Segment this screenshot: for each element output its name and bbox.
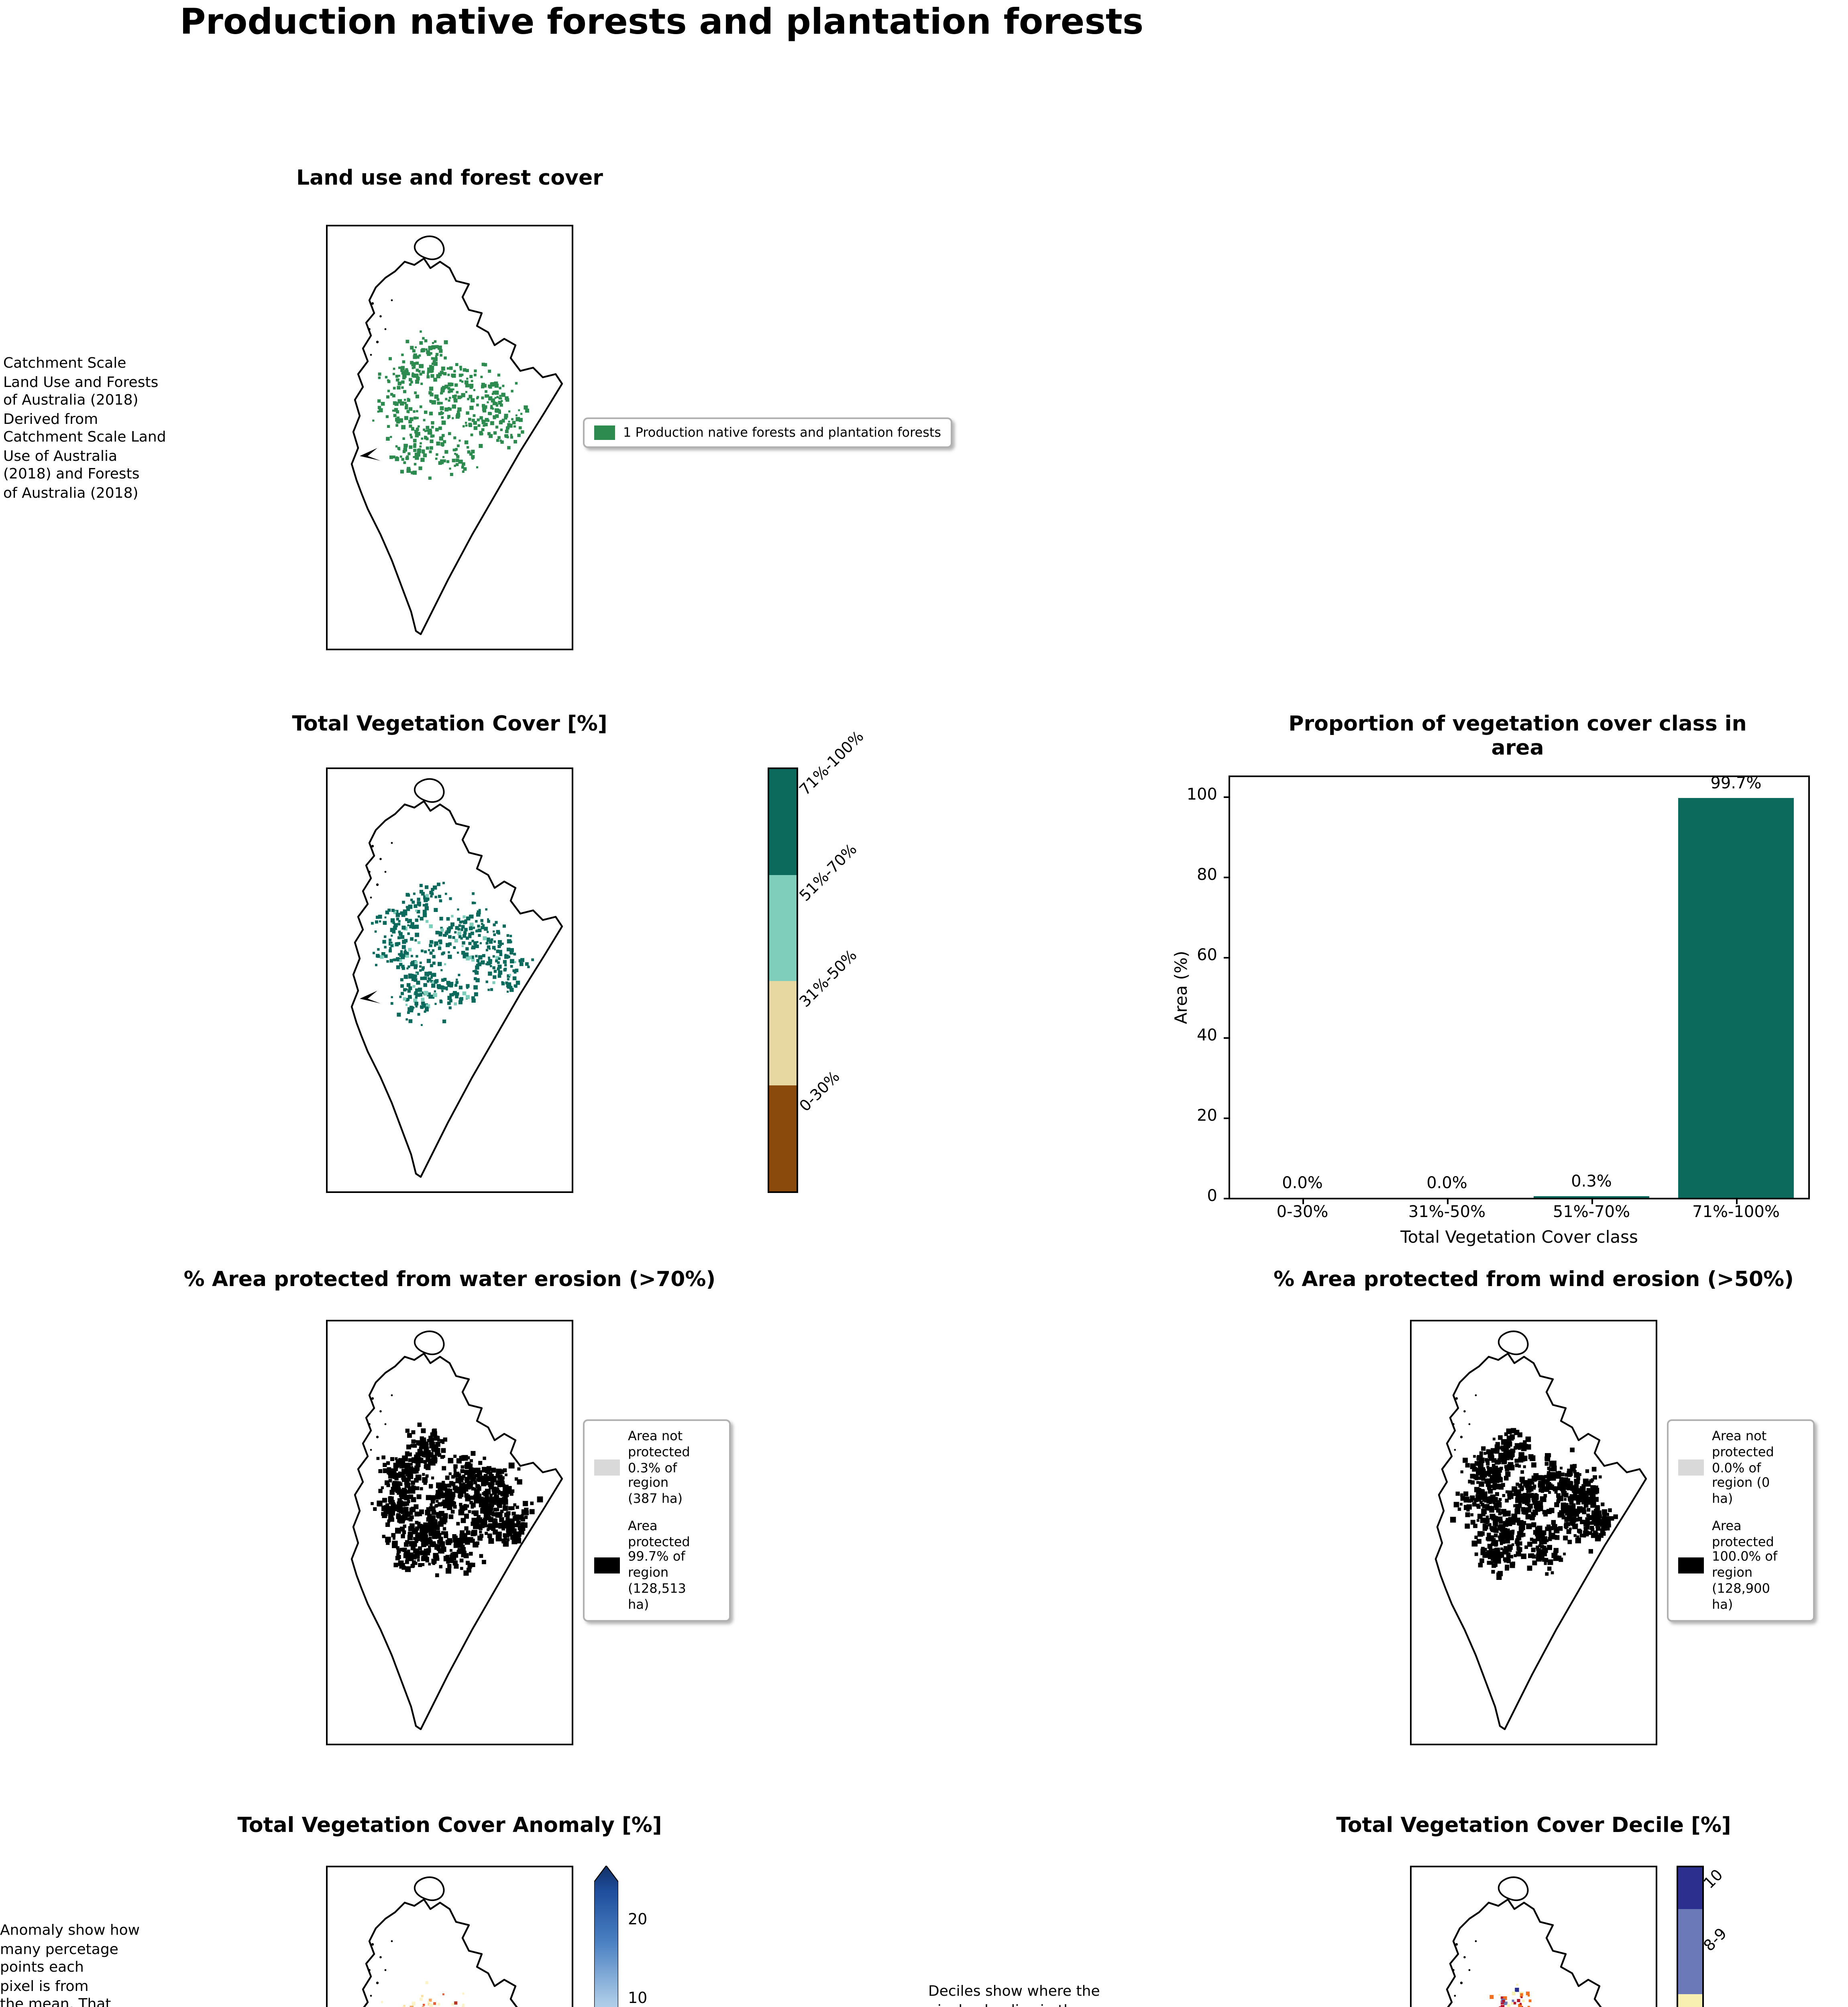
x-tick-label: 71%-100%	[1664, 1198, 1808, 1222]
y-tick-label: 60	[1166, 948, 1229, 965]
page-title: Production native forests and plantation…	[180, 3, 1144, 43]
y-tick-label: 100	[1166, 788, 1229, 805]
protected-swatch	[594, 1557, 620, 1573]
veg-cover-bar-chart: Area (%) Total Vegetation Cover class 0 …	[1172, 776, 1810, 1248]
land-use-legend-swatch	[594, 425, 615, 440]
not-protected-label: Area not protected 0.0% of region (0 ha)	[1712, 1429, 1774, 1506]
panel-title-land-use: Land use and forest cover	[296, 167, 603, 191]
protected-label: Area protected 100.0% of region (128,900…	[1712, 1518, 1778, 1611]
bar-value-label: 0.3%	[1571, 1174, 1612, 1192]
legend-entry: Area not protected 0.3% of region (387 h…	[594, 1429, 719, 1507]
veg-cover-patches	[371, 881, 534, 1026]
veg-colorbar-label: 51%-70%	[797, 841, 861, 906]
bar-slot: 0.0% 0-30%	[1230, 777, 1375, 1222]
bar-slot: 99.7% 71%-100%	[1664, 776, 1808, 1222]
water-erosion-legend: Area not protected 0.3% of region (387 h…	[583, 1419, 731, 1622]
decile-seg-10	[1678, 1867, 1702, 1910]
decile-seg-8-9	[1678, 1909, 1702, 1994]
bar-value-label: 0.0%	[1282, 1175, 1323, 1193]
legend-entry: Area not protected 0.0% of region (0 ha)	[1678, 1429, 1803, 1507]
not-protected-swatch	[594, 1460, 620, 1476]
anomaly-tick-label: 20	[628, 1911, 648, 1929]
anomaly-explainer-note: Anomaly show how many percetage points e…	[0, 1924, 140, 2007]
legend-entry: Area protected 100.0% of region (128,900…	[1678, 1518, 1803, 1612]
veg-colorbar-label: 0-30%	[797, 1068, 844, 1116]
bar-slot: 0.0% 31%-50%	[1375, 777, 1519, 1222]
bar	[1534, 1197, 1649, 1198]
wind-erosion-map-canvas	[1412, 1321, 1656, 1744]
veg-colorbar-seg-71-100	[769, 769, 797, 875]
decile-patches	[1489, 1984, 1532, 2007]
x-tick-label: 31%-50%	[1375, 1198, 1519, 1222]
panel-title-decile: Total Vegetation Cover Decile [%]	[1336, 1814, 1731, 1838]
land-use-source-note: Catchment Scale Land Use and Forests of …	[3, 356, 166, 502]
anomaly-map-canvas	[328, 1867, 572, 2007]
veg-cover-map-canvas	[328, 769, 572, 1191]
map-decile	[1410, 1866, 1657, 2007]
map-veg-cover	[326, 767, 573, 1193]
veg-colorbar-label: 71%-100%	[797, 728, 868, 800]
anomaly-colorbar-ticks: 20 10 0 −10 −20	[628, 1882, 676, 2007]
y-tick-label: 0	[1166, 1188, 1229, 1206]
bar	[1678, 798, 1794, 1198]
bar-chart-xlabel: Total Vegetation Cover class	[1400, 1228, 1638, 1248]
decile-seg-4-7	[1678, 1994, 1702, 2007]
decile-colorbar	[1677, 1866, 1704, 2007]
decile-map-canvas	[1412, 1867, 1656, 2007]
land-use-legend-label: 1 Production native forests and plantati…	[623, 425, 941, 439]
x-tick-label: 0-30%	[1230, 1198, 1375, 1222]
decile-label: 8-9	[1701, 1925, 1731, 1956]
panel-title-water-erosion: % Area protected from water erosion (>70…	[183, 1268, 716, 1293]
anomaly-colorbar	[594, 1866, 618, 2007]
decile-explainer-note: Deciles show where the pixel value lies …	[928, 1985, 1100, 2007]
veg-cover-colorbar-labels: 71%-100% 51%-70% 31%-50% 0-30%	[797, 728, 899, 1190]
veg-colorbar-seg-51-70	[769, 875, 797, 980]
map-wind-erosion	[1410, 1320, 1657, 1745]
veg-cover-colorbar	[768, 767, 798, 1193]
veg-colorbar-seg-0-30	[769, 1086, 797, 1191]
anomaly-tick-label: 10	[628, 1990, 648, 2007]
wind-erosion-patches	[1450, 1428, 1618, 1580]
panel-title-anomaly: Total Vegetation Cover Anomaly [%]	[237, 1814, 662, 1838]
panel-title-veg-cover: Total Vegetation Cover [%]	[292, 713, 607, 737]
land-use-patches	[372, 330, 529, 480]
protected-swatch	[1678, 1557, 1704, 1573]
not-protected-label: Area not protected 0.3% of region (387 h…	[628, 1429, 690, 1506]
legend-entry: Area protected 99.7% of region (128,513 …	[594, 1518, 719, 1612]
land-use-map-canvas	[328, 226, 572, 649]
map-marker-icon	[360, 448, 381, 461]
bar-value-label: 0.0%	[1426, 1175, 1467, 1193]
wind-erosion-legend: Area not protected 0.0% of region (0 ha)…	[1667, 1419, 1815, 1622]
panel-title-wind-erosion: % Area protected from wind erosion (>50%…	[1273, 1268, 1794, 1293]
map-marker-icon	[360, 991, 381, 1004]
panel-title-bar-chart: Proportion of vegetation cover class in …	[1288, 713, 1747, 761]
x-tick-label: 51%-70%	[1519, 1198, 1664, 1222]
water-erosion-map-canvas	[328, 1321, 572, 1744]
y-tick-label: 80	[1166, 868, 1229, 885]
decile-colorbar-labels: 10 8-9 4-7 2-3 1	[1701, 1866, 1771, 2007]
y-tick-label: 20	[1166, 1108, 1229, 1126]
land-use-legend: 1 Production native forests and plantati…	[583, 417, 953, 448]
y-tick-label: 40	[1166, 1028, 1229, 1046]
bar-value-label: 99.7%	[1710, 776, 1762, 794]
veg-colorbar-label: 31%-50%	[797, 947, 861, 1012]
protected-label: Area protected 99.7% of region (128,513 …	[628, 1518, 690, 1611]
not-protected-swatch	[1678, 1460, 1704, 1476]
bar-slot: 0.3% 51%-70%	[1519, 777, 1664, 1222]
map-anomaly	[326, 1866, 573, 2007]
water-erosion-patches	[371, 1423, 543, 1578]
veg-colorbar-seg-31-50	[769, 980, 797, 1086]
anomaly-patches	[381, 1981, 465, 2007]
decile-label: 10	[1701, 1867, 1727, 1893]
map-land-use	[326, 225, 573, 650]
map-water-erosion	[326, 1320, 573, 1745]
